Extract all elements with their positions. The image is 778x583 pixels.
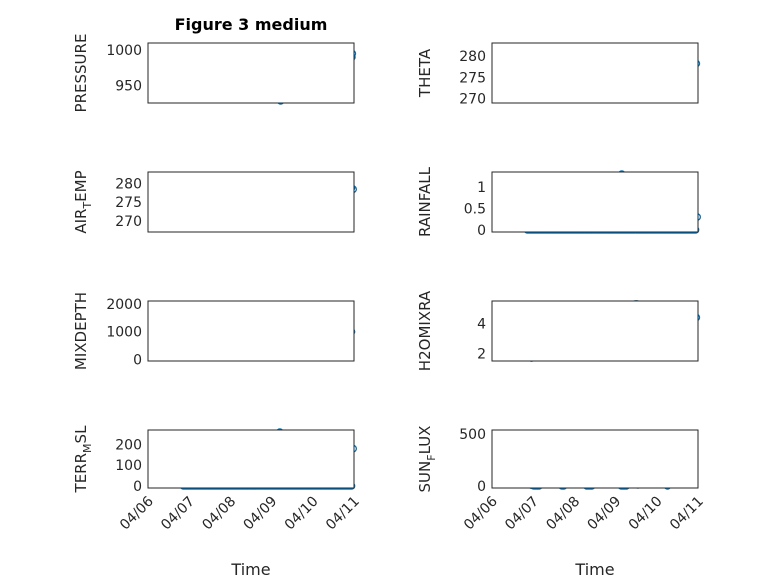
figure-title: Figure 3 medium	[175, 15, 328, 34]
y-tick-label: 1000	[106, 43, 142, 59]
subplot-2: 270 275 280 THETA	[416, 42, 701, 108]
y-tick-label: 1	[477, 180, 486, 196]
y-axis-label: SUNFLUX	[416, 426, 438, 493]
y-tick-label: 2	[477, 347, 486, 363]
y-tick-label: 4	[477, 317, 486, 333]
axes-frame	[147, 429, 355, 489]
y-tick-label: 0	[133, 353, 142, 369]
subplot-3: 270 275 280 AIRTEMP	[72, 170, 358, 234]
y-tick-label: 275	[459, 70, 486, 86]
axes-frame	[491, 42, 699, 104]
axes-frame	[491, 300, 699, 362]
axes-frame	[147, 300, 355, 362]
y-tick-label: 0	[133, 479, 142, 495]
subplot-5: 0 1000 2000 MIXDEPTH	[72, 292, 356, 370]
y-tick-label: 1000	[106, 325, 142, 341]
y-tick-label: 100	[115, 458, 142, 474]
y-axis-label: TERRMSL	[72, 425, 94, 494]
y-tick-label: 0.5	[464, 201, 486, 217]
y-tick-label: 275	[115, 195, 142, 211]
y-axis-label: AIRTEMP	[72, 170, 94, 233]
y-tick-label: 2000	[106, 297, 142, 313]
y-tick-label: 200	[115, 438, 142, 454]
y-axis-label: THETA	[416, 48, 434, 98]
axes-frame	[491, 429, 699, 489]
y-tick-label: 280	[459, 49, 486, 65]
y-tick-label: 270	[459, 92, 486, 108]
y-tick-label: 0	[477, 479, 486, 495]
y-tick-label: 270	[115, 214, 142, 230]
y-tick-label: 950	[115, 78, 142, 94]
axes-frame	[147, 42, 355, 104]
x-axis-label-left: Time	[230, 560, 270, 579]
axes-frame	[491, 171, 699, 233]
axes-frame	[147, 171, 355, 233]
y-axis-label: PRESSURE	[72, 34, 90, 113]
subplot-1: 950 1000 PRESSURE	[72, 34, 357, 113]
y-tick-label: 500	[459, 427, 486, 443]
subplot-4: 0 0.5 1 RAINFALL	[416, 166, 702, 239]
subplot-6: 2 4 H2OMIXRA	[416, 290, 701, 371]
y-axis-label: RAINFALL	[416, 166, 434, 237]
y-axis-label: H2OMIXRA	[416, 290, 434, 371]
x-axis-label-right: Time	[574, 560, 614, 579]
y-tick-label: 0	[477, 223, 486, 239]
y-tick-label: 280	[115, 176, 142, 192]
y-axis-label: MIXDEPTH	[72, 292, 90, 370]
